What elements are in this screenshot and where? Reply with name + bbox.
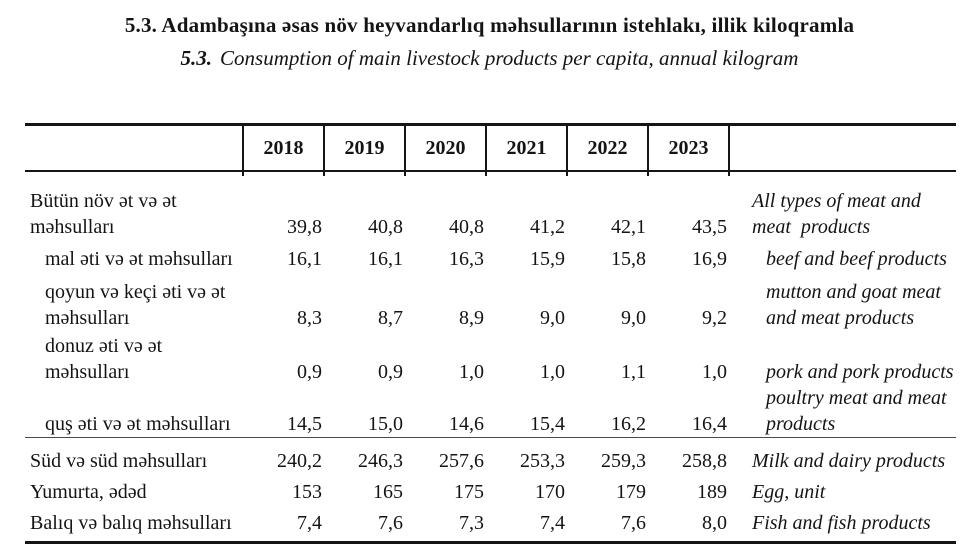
column-divider-tick <box>323 171 405 176</box>
value-cell: 7,4 <box>243 505 324 544</box>
value-cell: 189 <box>697 481 727 503</box>
value-cell: 0,9 <box>297 361 322 383</box>
row-label-en: Fish and fish products <box>729 505 956 544</box>
value-cell: 15,9 <box>530 248 565 270</box>
value-cell: 7,4 <box>486 505 567 544</box>
value-cell: 39,8 <box>287 216 322 238</box>
header-empty-right <box>728 123 956 172</box>
value-cell: 16,1 <box>287 248 322 270</box>
header-year: 2020 <box>404 123 486 172</box>
value-cell: 7,6 <box>324 505 405 544</box>
value-cell: 41,2 <box>530 216 565 238</box>
table-row: quş əti və ət məhsulları 14,5 15,0 14,6 … <box>25 385 956 438</box>
title-block: 5.3. Adambaşına əsas növ heyvandarlıq mə… <box>0 0 979 71</box>
row-label-az: quş əti və ət məhsulları <box>45 413 231 435</box>
table-title-az: 5.3. Adambaşına əsas növ heyvandarlıq mə… <box>124 13 855 37</box>
row-label-az: mal əti və ət məhsulları <box>45 248 233 270</box>
value-cell: 43,5 <box>692 216 727 238</box>
table-title-en: 5.3. Consumption of main livestock produc… <box>0 45 979 71</box>
value-cell: 9,0 <box>621 307 646 329</box>
table-body: Bütün növ ət və ət məhsulları 39,8 40,8 … <box>25 176 956 544</box>
row-label-en: pork and pork products <box>766 361 954 383</box>
value-cell: 8,9 <box>459 307 484 329</box>
value-cell: 258,8 <box>648 437 729 474</box>
column-divider-tick <box>485 171 567 176</box>
row-label-az: donuz əti və ət məhsulları <box>45 335 163 383</box>
value-cell: 42,1 <box>611 216 646 238</box>
header-year: 2022 <box>566 123 648 172</box>
header-year: 2021 <box>485 123 567 172</box>
consumption-table: 2018 2019 2020 2021 2022 2023 Bütün növ … <box>25 123 956 544</box>
value-cell: 1,0 <box>540 361 565 383</box>
value-cell: 1,1 <box>621 361 646 383</box>
value-cell: 16,4 <box>692 413 727 435</box>
table-row: Balıq və balıq məhsulları 7,4 7,6 7,3 7,… <box>25 505 956 544</box>
table-row: Süd və süd məhsulları 240,2 246,3 257,6 … <box>25 437 956 474</box>
value-cell: 165 <box>373 481 403 503</box>
header-year: 2023 <box>647 123 729 172</box>
column-divider-tick <box>566 171 648 176</box>
value-cell: 7,3 <box>405 505 486 544</box>
value-cell: 9,2 <box>702 307 727 329</box>
value-cell: 257,6 <box>405 437 486 474</box>
column-divider-tick <box>242 171 324 176</box>
table-row: Bütün növ ət və ət məhsulları 39,8 40,8 … <box>25 176 956 240</box>
value-cell: 259,3 <box>567 437 648 474</box>
value-cell: 14,5 <box>287 413 322 435</box>
value-cell: 240,2 <box>243 437 324 474</box>
value-cell: 1,0 <box>702 361 727 383</box>
value-cell: 1,0 <box>459 361 484 383</box>
header-year: 2018 <box>242 123 324 172</box>
value-cell: 153 <box>292 481 322 503</box>
table-title-en-text: Consumption of main livestock products p… <box>220 46 799 70</box>
column-divider-tick <box>728 171 956 176</box>
row-label-en: All types of meat and meat products <box>752 190 921 238</box>
row-label-en: beef and beef products <box>766 248 947 270</box>
row-label-en: Egg, unit <box>752 481 826 503</box>
header-year: 2019 <box>323 123 405 172</box>
row-label-en: poultry meat and meat products <box>766 387 947 435</box>
row-label-en: Milk and dairy products <box>729 437 956 474</box>
header-tick-row <box>25 171 956 176</box>
value-cell: 15,8 <box>611 248 646 270</box>
row-label-az: Bütün növ ət və ət məhsulları <box>30 190 177 238</box>
value-cell: 253,3 <box>486 437 567 474</box>
table-row: donuz əti və ət məhsulları 0,9 0,9 1,0 1… <box>25 331 956 385</box>
column-divider-tick <box>404 171 486 176</box>
value-cell: 170 <box>535 481 565 503</box>
value-cell: 16,2 <box>611 413 646 435</box>
table-row: Yumurta, ədəd 153 165 175 170 179 189 Eg… <box>25 474 956 505</box>
value-cell: 179 <box>616 481 646 503</box>
value-cell: 8,0 <box>648 505 729 544</box>
row-label-en: mutton and goat meat and meat products <box>766 281 941 329</box>
value-cell: 8,3 <box>297 307 322 329</box>
value-cell: 7,6 <box>567 505 648 544</box>
value-cell: 15,0 <box>368 413 403 435</box>
value-cell: 9,0 <box>540 307 565 329</box>
value-cell: 246,3 <box>324 437 405 474</box>
row-label-az: Yumurta, ədəd <box>30 481 147 503</box>
value-cell: 16,1 <box>368 248 403 270</box>
value-cell: 40,8 <box>449 216 484 238</box>
row-label-az: qoyun və keçi əti və ət məhsulları <box>45 281 226 329</box>
table-header-row: 2018 2019 2020 2021 2022 2023 <box>25 123 956 172</box>
row-label-az: Süd və süd məhsulları <box>25 437 243 474</box>
header-empty-left <box>25 123 243 172</box>
value-cell: 16,9 <box>692 248 727 270</box>
row-label-az: Balıq və balıq məhsulları <box>25 505 243 544</box>
value-cell: 14,6 <box>449 413 484 435</box>
value-cell: 15,4 <box>530 413 565 435</box>
value-cell: 8,7 <box>378 307 403 329</box>
table-number-en: 5.3. <box>180 46 213 70</box>
value-cell: 16,3 <box>449 248 484 270</box>
value-cell: 0,9 <box>378 361 403 383</box>
value-cell: 175 <box>454 481 484 503</box>
column-divider-tick <box>647 171 729 176</box>
value-cell: 40,8 <box>368 216 403 238</box>
table-row: qoyun və keçi əti və ət məhsulları 8,3 8… <box>25 272 956 331</box>
table-row: mal əti və ət məhsulları 16,1 16,1 16,3 … <box>25 240 956 272</box>
